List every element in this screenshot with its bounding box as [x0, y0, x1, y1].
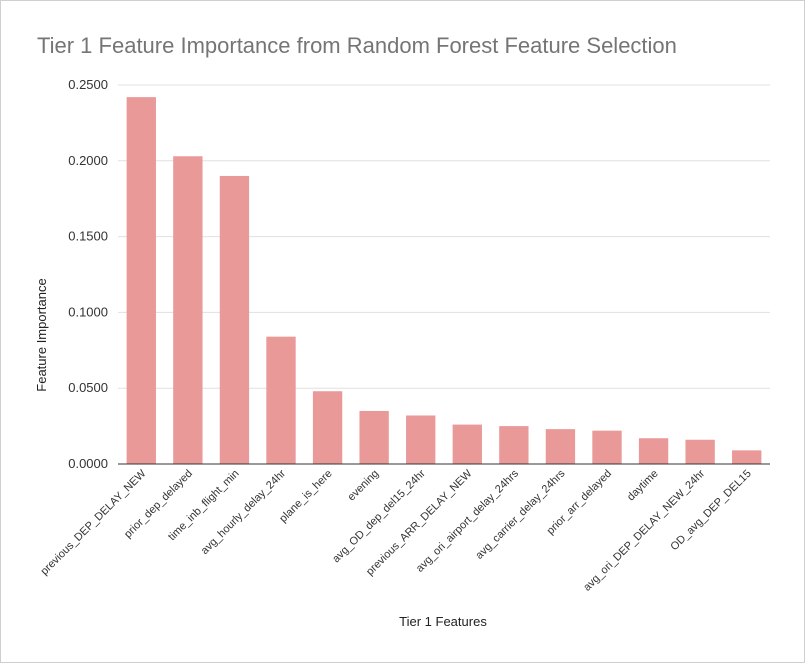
bar [126, 97, 156, 465]
x-axis-label: Tier 1 Features [399, 614, 487, 629]
y-tick-label: 0.1500 [68, 229, 108, 244]
x-tick-label: avg_carrier_delay_24hrs [473, 467, 567, 561]
bar [173, 156, 203, 464]
bar [312, 391, 343, 464]
bar [266, 336, 296, 464]
bar [638, 438, 669, 464]
y-tick-labels: 0.0000 0.0500 0.1000 0.1500 0.2000 0.2500 [68, 77, 108, 471]
bar [406, 415, 436, 464]
bar [685, 439, 715, 464]
x-tick-label: avg_OD_dep_del15_24hr [330, 467, 428, 565]
y-tick-label: 0.0000 [68, 456, 108, 471]
bar [592, 430, 622, 464]
bar [359, 410, 389, 464]
y-axis-label: Feature Importance [34, 278, 49, 391]
bar [732, 450, 762, 464]
x-tick-label: avg_hourly_delay_24hr [199, 467, 289, 557]
x-tick-label: evening [346, 468, 382, 504]
bar [452, 424, 482, 464]
bar [499, 426, 529, 464]
y-tick-label: 0.1000 [68, 304, 108, 319]
y-tick-label: 0.2000 [68, 153, 108, 168]
y-tick-label: 0.2500 [68, 77, 108, 92]
y-tick-label: 0.0500 [68, 380, 108, 395]
grid-lines [118, 84, 770, 389]
bar [219, 175, 250, 464]
x-category-labels: previous_DEP_DELAY_NEWprior_dep_delayedt… [38, 467, 753, 593]
x-tick-label: OD_avg_DEP_DEL15 [668, 468, 753, 553]
chart-title: Tier 1 Feature Importance from Random Fo… [37, 33, 677, 58]
bar-group [126, 97, 762, 465]
bar [545, 429, 576, 464]
x-tick-label: daytime [625, 468, 661, 504]
